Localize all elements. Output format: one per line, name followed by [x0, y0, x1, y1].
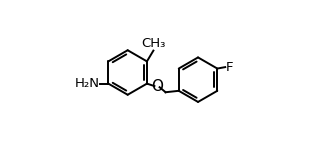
Text: F: F — [226, 61, 233, 74]
Text: H₂N: H₂N — [75, 77, 100, 90]
Text: O: O — [151, 79, 163, 94]
Text: CH₃: CH₃ — [141, 37, 166, 50]
